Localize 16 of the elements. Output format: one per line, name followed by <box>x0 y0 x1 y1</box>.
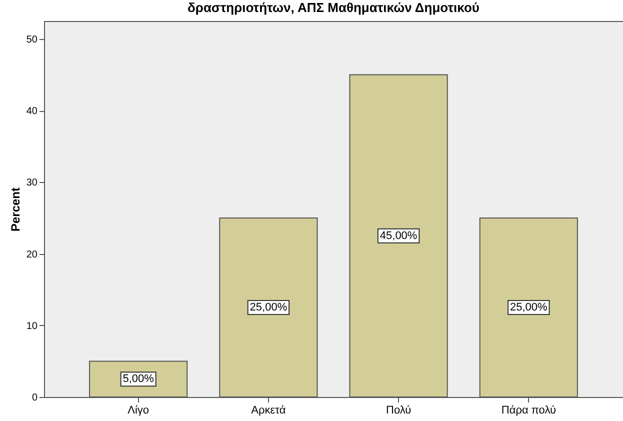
y-tick-label: 40 <box>26 106 38 118</box>
x-tick-label: Λίγο <box>128 404 150 416</box>
data-label: 5,00% <box>122 373 154 386</box>
x-tick-label: Αρκετά <box>251 404 286 416</box>
y-tick-label: 50 <box>26 34 38 46</box>
data-label: 45,00% <box>380 230 418 242</box>
chart-title: δραστηριοτήτων, ΑΠΣ Μαθηματικών Δημοτικού <box>188 0 480 15</box>
y-axis-title: Percent <box>8 187 22 232</box>
y-tick-label: 10 <box>26 320 38 332</box>
data-label: 25,00% <box>250 301 288 314</box>
y-tick-label: 0 <box>32 392 38 404</box>
y-tick-label: 20 <box>26 249 38 260</box>
x-tick-label: Πάρα πολύ <box>501 404 556 416</box>
x-tick-label: Πολύ <box>386 404 412 416</box>
data-label: 25,00% <box>510 301 548 314</box>
y-tick-label: 30 <box>26 178 38 189</box>
